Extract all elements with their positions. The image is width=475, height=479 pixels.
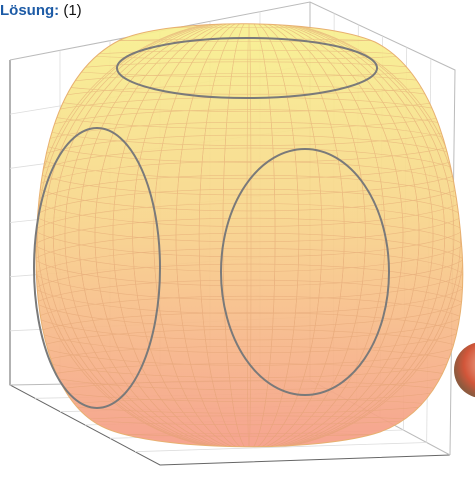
caption-label: Lösung: bbox=[0, 2, 60, 19]
mesh-latitude bbox=[35, 217, 463, 287]
left-circle bbox=[33, 127, 161, 409]
mesh-latitude bbox=[35, 27, 463, 42]
mesh-latitude bbox=[35, 188, 463, 258]
mesh-latitude bbox=[35, 85, 463, 129]
mesh-latitude bbox=[35, 49, 463, 78]
mesh-latitude bbox=[35, 329, 463, 378]
top-circle bbox=[116, 37, 378, 99]
mesh-longitude bbox=[64, 23, 434, 447]
mesh-longitude bbox=[175, 23, 323, 447]
mesh-longitude bbox=[132, 23, 366, 447]
mesh-longitude bbox=[78, 23, 420, 447]
surface-mesh bbox=[35, 23, 463, 447]
mesh-latitude bbox=[35, 147, 463, 212]
mesh-latitude bbox=[35, 73, 463, 112]
mesh-latitude bbox=[35, 61, 463, 95]
mesh-longitude bbox=[94, 23, 404, 447]
mesh-longitude bbox=[43, 23, 455, 447]
mesh-latitude bbox=[35, 295, 463, 354]
caption-number: (1) bbox=[63, 2, 82, 19]
right-circle bbox=[220, 148, 390, 396]
mesh-longitude bbox=[153, 23, 345, 447]
contact-circles bbox=[33, 37, 390, 409]
mesh-latitude bbox=[35, 232, 463, 301]
mesh-latitude bbox=[35, 203, 463, 272]
caption: Lösung: (1) bbox=[0, 2, 82, 19]
mesh-longitude bbox=[246, 23, 252, 447]
mesh-latitude bbox=[35, 174, 463, 243]
mesh-latitude bbox=[35, 248, 463, 314]
mesh-latitude bbox=[35, 433, 463, 447]
mesh-latitude bbox=[35, 134, 463, 196]
mesh-latitude bbox=[35, 161, 463, 227]
small-ball bbox=[454, 342, 475, 398]
mesh-longitude bbox=[222, 23, 276, 447]
mesh-longitude bbox=[52, 23, 446, 447]
mesh-latitude bbox=[35, 397, 463, 426]
mesh-latitude bbox=[35, 263, 463, 328]
mesh-latitude bbox=[35, 346, 463, 390]
mesh-latitude bbox=[35, 109, 463, 163]
mesh-latitude bbox=[35, 380, 463, 414]
mesh-latitude bbox=[35, 415, 463, 437]
mesh-longitude bbox=[198, 23, 300, 447]
mesh-latitude bbox=[35, 279, 463, 341]
box-grid-line bbox=[134, 442, 427, 453]
